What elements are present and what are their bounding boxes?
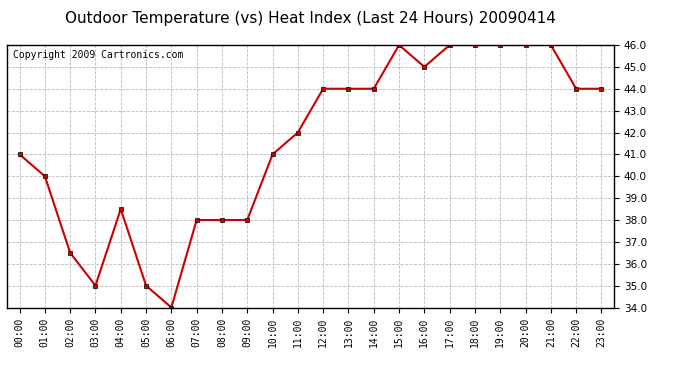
Text: Outdoor Temperature (vs) Heat Index (Last 24 Hours) 20090414: Outdoor Temperature (vs) Heat Index (Las… [65, 11, 556, 26]
Text: Copyright 2009 Cartronics.com: Copyright 2009 Cartronics.com [13, 50, 184, 60]
